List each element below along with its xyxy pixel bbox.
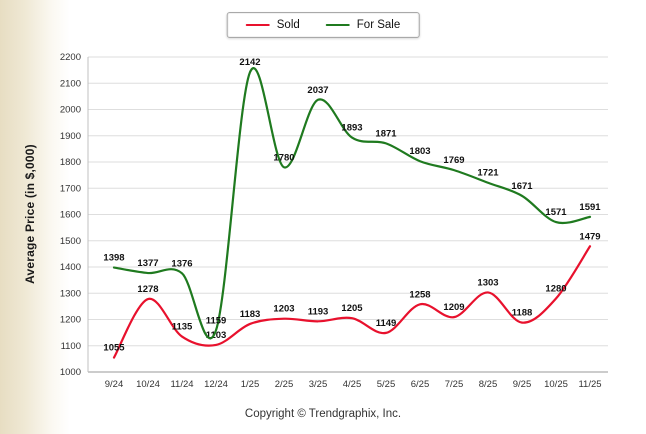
svg-text:1377: 1377	[137, 258, 158, 269]
svg-text:1258: 1258	[409, 289, 430, 300]
svg-text:1700: 1700	[60, 183, 81, 194]
svg-text:1600: 1600	[60, 210, 81, 221]
svg-text:1571: 1571	[545, 207, 567, 218]
svg-text:7/25: 7/25	[445, 379, 464, 390]
svg-text:1479: 1479	[579, 231, 600, 242]
svg-text:1800: 1800	[60, 157, 81, 168]
svg-text:8/25: 8/25	[479, 379, 498, 390]
svg-text:1100: 1100	[61, 341, 81, 352]
svg-text:11/25: 11/25	[578, 379, 601, 390]
legend-item-for-sale: For Sale	[325, 19, 401, 31]
svg-text:1188: 1188	[512, 308, 533, 319]
svg-text:1149: 1149	[376, 318, 397, 329]
svg-text:2142: 2142	[239, 57, 260, 68]
svg-text:6/25: 6/25	[411, 379, 430, 390]
svg-text:1900: 1900	[60, 131, 81, 142]
legend-label-sold: Sold	[276, 19, 300, 31]
svg-text:1280: 1280	[545, 284, 566, 295]
svg-text:1893: 1893	[341, 123, 362, 134]
svg-text:1300: 1300	[60, 288, 81, 299]
svg-text:9/25: 9/25	[513, 379, 532, 390]
svg-text:1769: 1769	[443, 155, 464, 166]
svg-text:1203: 1203	[273, 304, 294, 315]
svg-text:1209: 1209	[443, 302, 464, 313]
for-sale-line-swatch	[325, 23, 350, 27]
svg-text:1803: 1803	[409, 146, 430, 157]
legend-label-for-sale: For Sale	[356, 19, 401, 31]
svg-text:1871: 1871	[375, 128, 397, 139]
sold-line-swatch	[245, 23, 270, 27]
svg-text:2037: 2037	[307, 85, 328, 96]
svg-text:1780: 1780	[273, 152, 294, 163]
svg-text:1135: 1135	[172, 322, 193, 333]
svg-text:1721: 1721	[477, 168, 499, 179]
svg-text:1200: 1200	[60, 315, 81, 326]
svg-text:12/24: 12/24	[204, 379, 228, 390]
svg-text:1/25: 1/25	[241, 379, 260, 390]
left-gradient-strip	[0, 0, 70, 434]
svg-text:1159: 1159	[206, 315, 227, 326]
svg-text:1000: 1000	[60, 367, 81, 378]
svg-text:1398: 1398	[103, 253, 124, 264]
svg-text:1193: 1193	[308, 306, 329, 317]
svg-text:2/25: 2/25	[275, 379, 294, 390]
legend-item-sold: Sold	[245, 19, 300, 31]
svg-text:2000: 2000	[60, 105, 81, 116]
svg-text:1500: 1500	[60, 236, 81, 247]
y-axis-title: Average Price (in $,000)	[23, 144, 37, 284]
svg-text:4/25: 4/25	[343, 379, 362, 390]
svg-text:3/25: 3/25	[309, 379, 328, 390]
svg-text:1400: 1400	[60, 262, 81, 273]
svg-text:1591: 1591	[579, 202, 601, 213]
svg-text:1183: 1183	[240, 309, 261, 320]
svg-text:2200: 2200	[60, 52, 81, 63]
svg-text:1055: 1055	[103, 343, 125, 354]
svg-text:9/24: 9/24	[105, 379, 124, 390]
svg-text:1376: 1376	[171, 258, 192, 269]
svg-text:1671: 1671	[511, 181, 533, 192]
svg-text:1205: 1205	[341, 303, 363, 314]
svg-text:10/24: 10/24	[136, 379, 160, 390]
svg-text:5/25: 5/25	[377, 379, 396, 390]
svg-text:1103: 1103	[206, 330, 227, 341]
svg-text:1278: 1278	[137, 284, 158, 295]
copyright-text: Copyright © Trendgraphix, Inc.	[244, 408, 402, 420]
chart-legend: Sold For Sale	[226, 12, 420, 38]
svg-text:2100: 2100	[60, 78, 81, 89]
svg-text:11/24: 11/24	[170, 379, 193, 390]
svg-text:10/25: 10/25	[544, 379, 568, 390]
svg-text:1303: 1303	[477, 277, 498, 288]
